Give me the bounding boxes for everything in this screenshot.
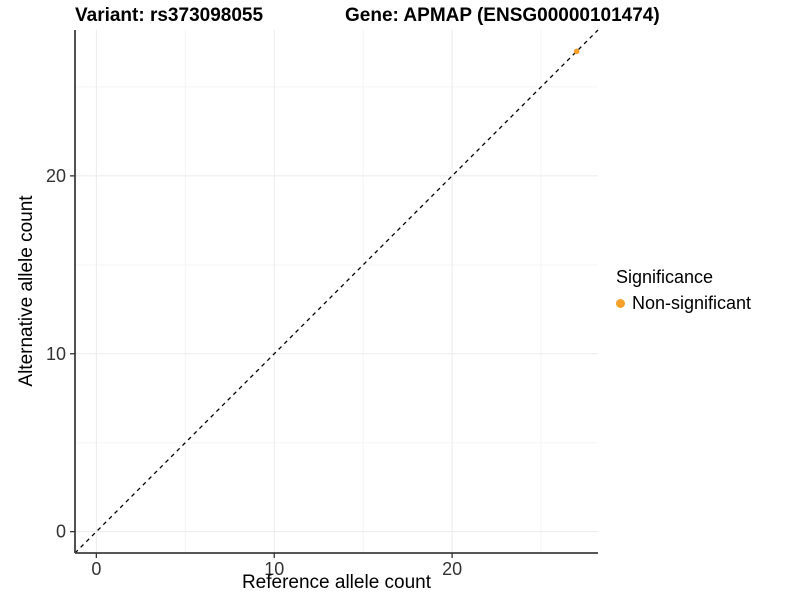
y-tick-label: 10	[46, 344, 66, 364]
x-axis-label: Reference allele count	[241, 572, 432, 593]
y-axis-label: Alternative allele count	[16, 195, 37, 387]
point-marker-icon	[616, 299, 625, 308]
variant-title: Variant: rs373098055	[75, 5, 264, 26]
legend-item-non-significant: Non-significant	[616, 293, 751, 314]
x-tick-label: 10	[264, 559, 284, 579]
x-tick-label: 0	[91, 559, 101, 579]
y-tick-label: 0	[56, 522, 66, 542]
x-tick-label: 20	[442, 559, 462, 579]
legend-title: Significance	[616, 267, 714, 287]
legend-item-label: Non-significant	[632, 293, 752, 313]
data-point	[573, 48, 580, 55]
legend: Significance Non-significant	[616, 267, 751, 314]
identity-reference-line	[74, 29, 599, 554]
gene-title: Gene: APMAP (ENSG00000101474)	[345, 5, 660, 26]
y-tick-label: 20	[46, 166, 66, 186]
